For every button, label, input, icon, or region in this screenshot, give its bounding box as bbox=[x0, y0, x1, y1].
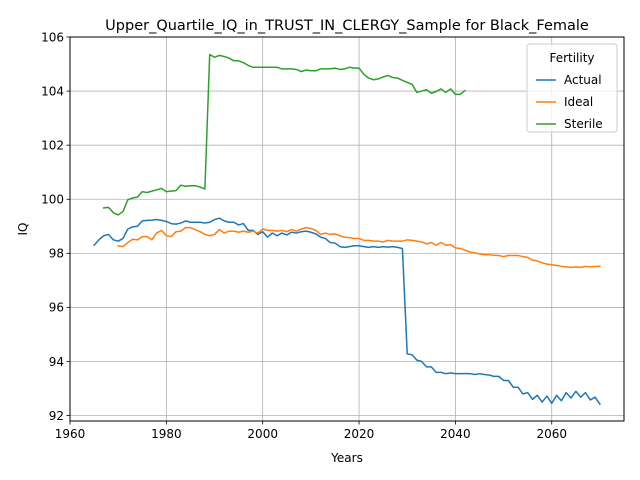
legend-label-actual: Actual bbox=[564, 73, 602, 87]
x-tick-label: 1980 bbox=[151, 427, 182, 441]
legend-box bbox=[526, 43, 618, 133]
series-line-sterile bbox=[102, 53, 467, 216]
series-layer bbox=[93, 53, 601, 406]
x-axis-label: Years bbox=[330, 451, 363, 465]
x-tick-label: 2020 bbox=[344, 427, 375, 441]
y-axis-label: IQ bbox=[16, 223, 30, 236]
y-tick-label: 94 bbox=[49, 355, 64, 369]
y-tick-label: 106 bbox=[41, 30, 64, 44]
y-tick-label: 96 bbox=[49, 301, 64, 315]
legend-items: Actual Ideal Sterile bbox=[536, 73, 603, 131]
y-tick-label: 104 bbox=[41, 84, 64, 98]
y-axis: 92 94 96 98 100 102 104 106 bbox=[41, 30, 70, 423]
y-tick-label: 100 bbox=[41, 193, 64, 207]
y-tick-label: 102 bbox=[41, 138, 64, 152]
y-tick-label: 98 bbox=[49, 247, 64, 261]
chart-title: Upper_Quartile_IQ_in_TRUST_IN_CLERGY_Sam… bbox=[105, 18, 589, 34]
plot-frame bbox=[69, 36, 625, 422]
legend: Fertility Actual Ideal Sterile bbox=[526, 43, 618, 133]
legend-label-sterile: Sterile bbox=[564, 117, 603, 131]
x-tick-label: 2000 bbox=[247, 427, 278, 441]
series-line-ideal bbox=[117, 226, 601, 269]
y-tick-label: 92 bbox=[49, 409, 64, 423]
x-tick-label: 2060 bbox=[536, 427, 567, 441]
x-tick-label: 1960 bbox=[55, 427, 86, 441]
x-axis: 1960 1980 2000 2020 2040 2060 bbox=[55, 421, 567, 441]
legend-title: Fertility bbox=[549, 51, 594, 65]
series-line-actual bbox=[93, 217, 601, 406]
legend-label-ideal: Ideal bbox=[564, 95, 593, 109]
x-tick-label: 2040 bbox=[440, 427, 471, 441]
